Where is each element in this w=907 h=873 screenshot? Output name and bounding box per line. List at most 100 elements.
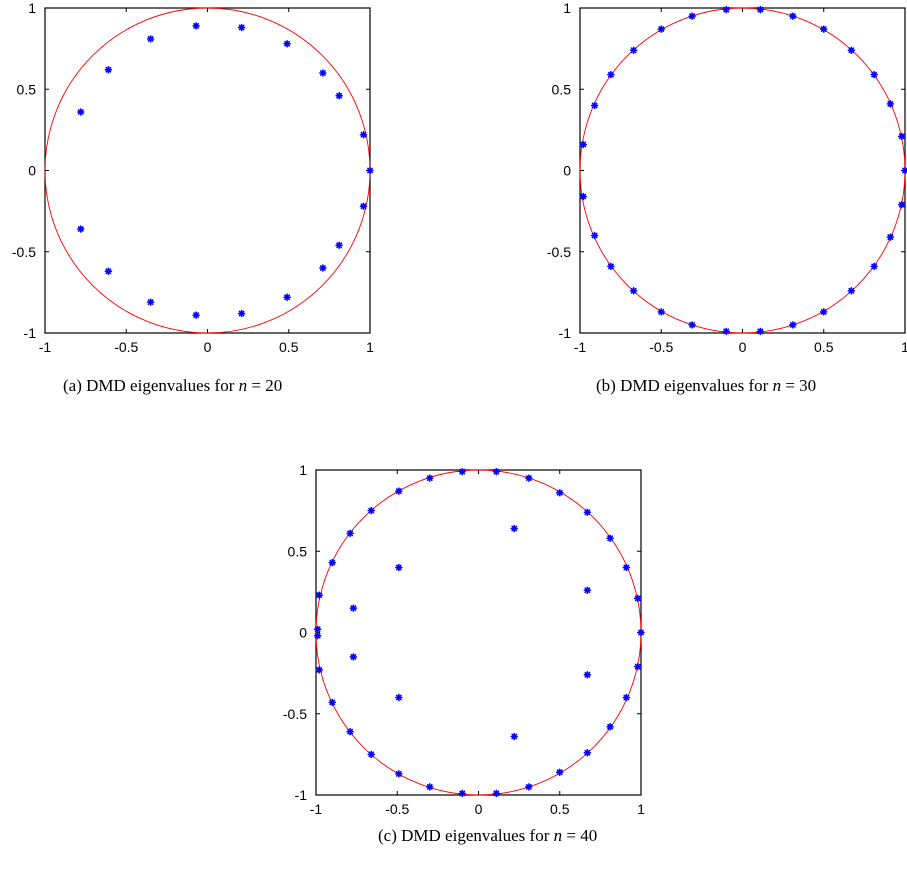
eigenvalue-point: [395, 770, 403, 778]
eigenvalue-point: [146, 298, 155, 306]
y-tick-label: 0.5: [288, 543, 308, 559]
eigenvalue-point: [886, 100, 895, 108]
eigenvalue-point: [722, 327, 731, 336]
eigenvalue-point: [583, 586, 592, 595]
eigenvalue-point: [367, 506, 376, 515]
eigenvalue-point: [146, 35, 155, 43]
unit-circle: [579, 7, 906, 334]
eigenvalue-point: [319, 69, 327, 77]
y-tick-label: 0: [28, 163, 36, 179]
eigenvalue-point: [313, 625, 322, 634]
y-tick-label: -0.5: [283, 706, 307, 722]
caption-a-text: DMD eigenvalues for: [86, 376, 235, 395]
eigenvalue-point: [367, 750, 376, 759]
eigenvalue-point: [425, 474, 434, 482]
eigenvalue-point: [606, 722, 614, 731]
eigenvalue-point: [458, 789, 467, 798]
axes-box: [315, 469, 642, 796]
eigenvalue-point: [346, 727, 354, 736]
y-tick-label: 0.5: [552, 81, 572, 97]
eigenvalue-point: [590, 231, 599, 240]
eigenvalue-point: [897, 200, 906, 209]
eigenvalue-point: [897, 132, 906, 141]
eigenvalue-point: [525, 474, 533, 482]
eigenvalue-point: [583, 748, 592, 757]
eigenvalue-point: [283, 39, 291, 48]
caption-b: (b) DMD eigenvalues for n = 30: [596, 376, 816, 396]
caption-b-var: n: [772, 376, 782, 395]
x-tick-label: -0.5: [114, 339, 138, 355]
x-tick-label: -0.5: [649, 339, 673, 355]
eigenvalue-point: [688, 12, 696, 20]
caption-a-value: 20: [265, 376, 283, 395]
eigenvalue-point: [606, 534, 614, 543]
eigenvalue-point: [789, 321, 797, 329]
eigenvalue-point: [104, 267, 113, 276]
eigenvalue-point: [328, 698, 337, 707]
eigenvalue-point: [607, 70, 615, 79]
eigenvalue-point: [633, 662, 642, 671]
eigenvalue-point: [76, 225, 85, 233]
y-tick-label: 0.5: [17, 81, 37, 97]
x-tick-label: 0: [204, 339, 212, 355]
eigenvalue-point: [629, 46, 638, 55]
y-tick-label: -1: [295, 787, 308, 803]
caption-c-label: (c): [378, 826, 397, 845]
eigenvalue-point: [76, 108, 85, 116]
eigenvalue-point: [510, 524, 519, 533]
caption-c-text: DMD eigenvalues for: [401, 826, 550, 845]
eigenvalue-point: [583, 508, 592, 517]
caption-c-var: n: [553, 826, 563, 845]
caption-c-eq: =: [566, 826, 576, 845]
y-tick-label: 0: [563, 163, 571, 179]
plot-c: -1 -0.5 0 0.5 1 1 0.5 0 -0.5 -1: [283, 462, 645, 817]
eigenvalue-point: [395, 693, 403, 702]
eigenvalue-point: [756, 327, 765, 336]
eigenvalue-point: [579, 140, 588, 149]
eigenvalue-point: [237, 23, 246, 32]
eigenvalue-point: [492, 789, 501, 798]
caption-a-var: n: [238, 376, 248, 395]
eigenvalue-point: [425, 783, 434, 791]
y-tick-label: 0: [299, 625, 307, 641]
eigenvalue-point: [870, 262, 878, 271]
eigenvalue-point: [349, 653, 358, 661]
eigenvalue-point: [315, 591, 324, 599]
eigenvalue-point: [579, 192, 588, 201]
eigenvalue-point: [583, 670, 592, 679]
caption-b-text: DMD eigenvalues for: [620, 376, 769, 395]
y-tick-label: 1: [299, 462, 307, 478]
caption-b-value: 30: [799, 376, 817, 395]
y-tick-label: -0.5: [12, 244, 36, 260]
caption-a-label: (a): [63, 376, 82, 395]
eigenvalue-point: [237, 309, 246, 318]
eigenvalue-point: [328, 558, 337, 567]
eigenvalue-point: [335, 91, 343, 100]
x-tick-label: -1: [39, 339, 52, 355]
eigenvalue-point: [283, 293, 291, 302]
caption-a: (a) DMD eigenvalues for n = 20: [63, 376, 282, 396]
unit-circle: [315, 469, 642, 796]
eigenvalue-point: [629, 286, 638, 295]
eigenvalue-point: [346, 529, 354, 538]
caption-a-eq: =: [251, 376, 261, 395]
eigenvalue-point: [359, 202, 368, 211]
eigenvalue-point: [555, 488, 564, 497]
eigenvalue-point: [359, 130, 368, 139]
eigenvalue-point: [722, 5, 731, 14]
x-tick-label: -1: [574, 339, 587, 355]
eigenvalue-point: [622, 693, 631, 702]
eigenvalue-point: [847, 46, 856, 55]
eigenvalue-point: [366, 166, 374, 175]
x-tick-label: 0.5: [814, 339, 834, 355]
caption-b-eq: =: [785, 376, 795, 395]
x-tick-label: -0.5: [385, 801, 409, 817]
eigenvalue-point: [590, 101, 599, 110]
eigenvalue-point: [192, 22, 200, 30]
eigenvalue-point: [901, 166, 907, 175]
caption-c-value: 40: [580, 826, 598, 845]
eigenvalue-point: [637, 628, 645, 637]
eigenvalue-point: [819, 308, 828, 316]
eigenvalue-point: [313, 631, 322, 640]
eigenvalue-point: [192, 311, 200, 319]
